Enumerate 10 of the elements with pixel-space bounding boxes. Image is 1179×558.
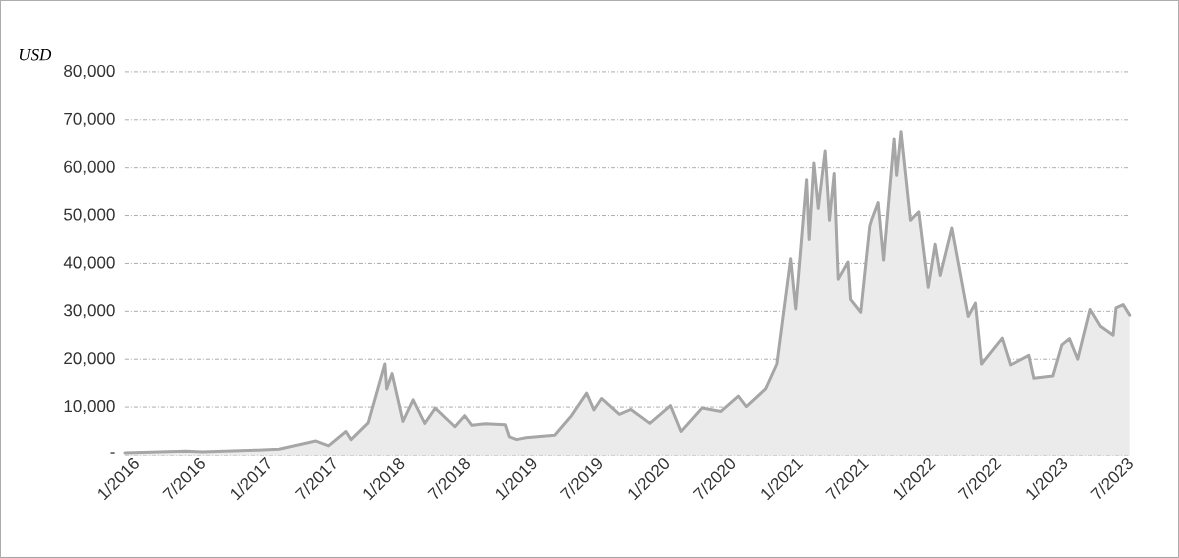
y-tick-label: 10,000 [64,400,115,415]
y-tick-label: 70,000 [64,112,115,127]
y-tick-label: 40,000 [63,256,115,271]
y-tick-label: 50,000 [64,208,115,223]
y-tick-label: 20,000 [64,352,115,367]
y-tick-label: 60,000 [64,160,115,175]
y-tick-label: - [110,452,115,454]
y-tick-label: 30,000 [64,304,115,319]
y-axis-title: USD [19,49,52,61]
y-tick-label: 80,000 [64,64,115,79]
